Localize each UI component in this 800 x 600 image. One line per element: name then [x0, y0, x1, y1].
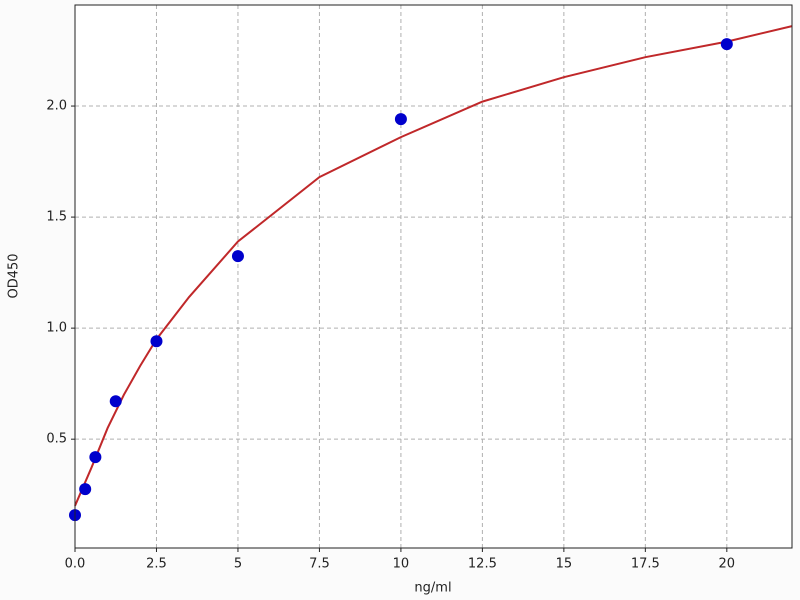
x-tick-label: 5 — [234, 557, 242, 572]
y-tick-label: 1.0 — [46, 321, 67, 336]
x-tick-label: 20 — [719, 557, 736, 572]
data-point — [394, 113, 407, 126]
x-tick-label: 0.0 — [65, 557, 86, 572]
x-tick-label: 15 — [556, 557, 573, 572]
data-point — [89, 451, 102, 464]
x-axis-label: ng/ml — [414, 581, 451, 596]
x-tick-label: 7.5 — [309, 557, 330, 572]
x-tick-label: 2.5 — [146, 557, 167, 572]
data-point — [109, 395, 122, 408]
data-point — [79, 483, 92, 496]
data-point — [150, 335, 163, 348]
x-tick-label: 17.5 — [631, 557, 660, 572]
y-tick-label: 1.5 — [46, 210, 67, 225]
fit-curve — [74, 25, 793, 507]
data-point — [231, 250, 244, 263]
y-axis-label: OD450 — [7, 253, 22, 298]
y-tick-label: 0.5 — [46, 432, 67, 447]
x-tick-label: 12.5 — [468, 557, 497, 572]
data-point — [720, 38, 733, 51]
x-tick-label: 10 — [393, 557, 410, 572]
y-tick-label: 2.0 — [46, 99, 67, 114]
plot-area — [75, 5, 792, 548]
plot-frame — [74, 4, 793, 549]
